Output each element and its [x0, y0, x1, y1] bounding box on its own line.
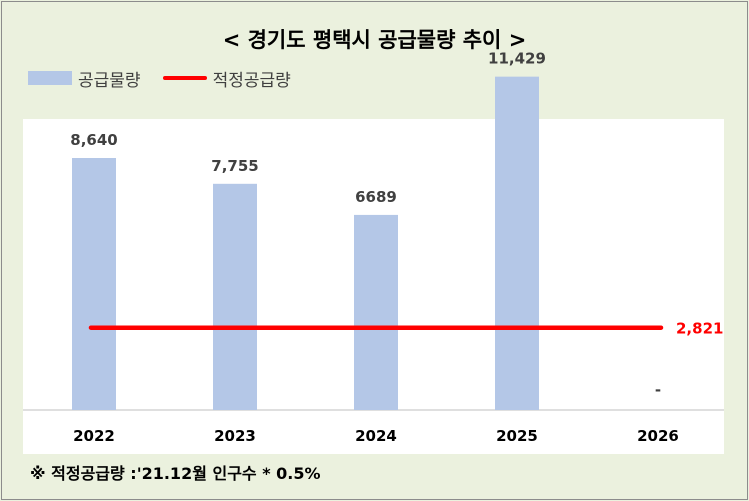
x-tick-label-2026: 2026 [637, 427, 679, 445]
x-tick-label-2023: 2023 [214, 427, 256, 445]
chart-title: < 경기도 평택시 공급물량 추이 > [222, 28, 527, 52]
legend-line-swatch [162, 76, 207, 80]
x-tick-label-2022: 2022 [73, 427, 115, 445]
data-label-2025: 11,429 [488, 50, 546, 68]
data-label-2026: - [655, 381, 661, 399]
legend: 공급물량 적정공급량 [28, 66, 291, 91]
footnote: ※ 적정공급량 :'21.12월 인구수 * 0.5% [30, 464, 321, 483]
bar-2022 [72, 158, 116, 410]
legend-line-label: 적정공급량 [212, 70, 291, 91]
data-label-2022: 8,640 [70, 131, 117, 149]
target-line-label: 2,821 [676, 320, 723, 338]
data-label-2024: 6689 [355, 188, 397, 206]
bar-2024 [354, 214, 398, 410]
x-tick-label-2025: 2025 [496, 427, 538, 445]
bar-2025 [495, 76, 539, 410]
x-tick-label-2024: 2024 [355, 427, 397, 445]
legend-bar-swatch [28, 71, 72, 85]
data-label-2023: 7,755 [211, 157, 258, 175]
bar-2023 [213, 183, 257, 410]
legend-bar-label: 공급물량 [78, 70, 141, 91]
